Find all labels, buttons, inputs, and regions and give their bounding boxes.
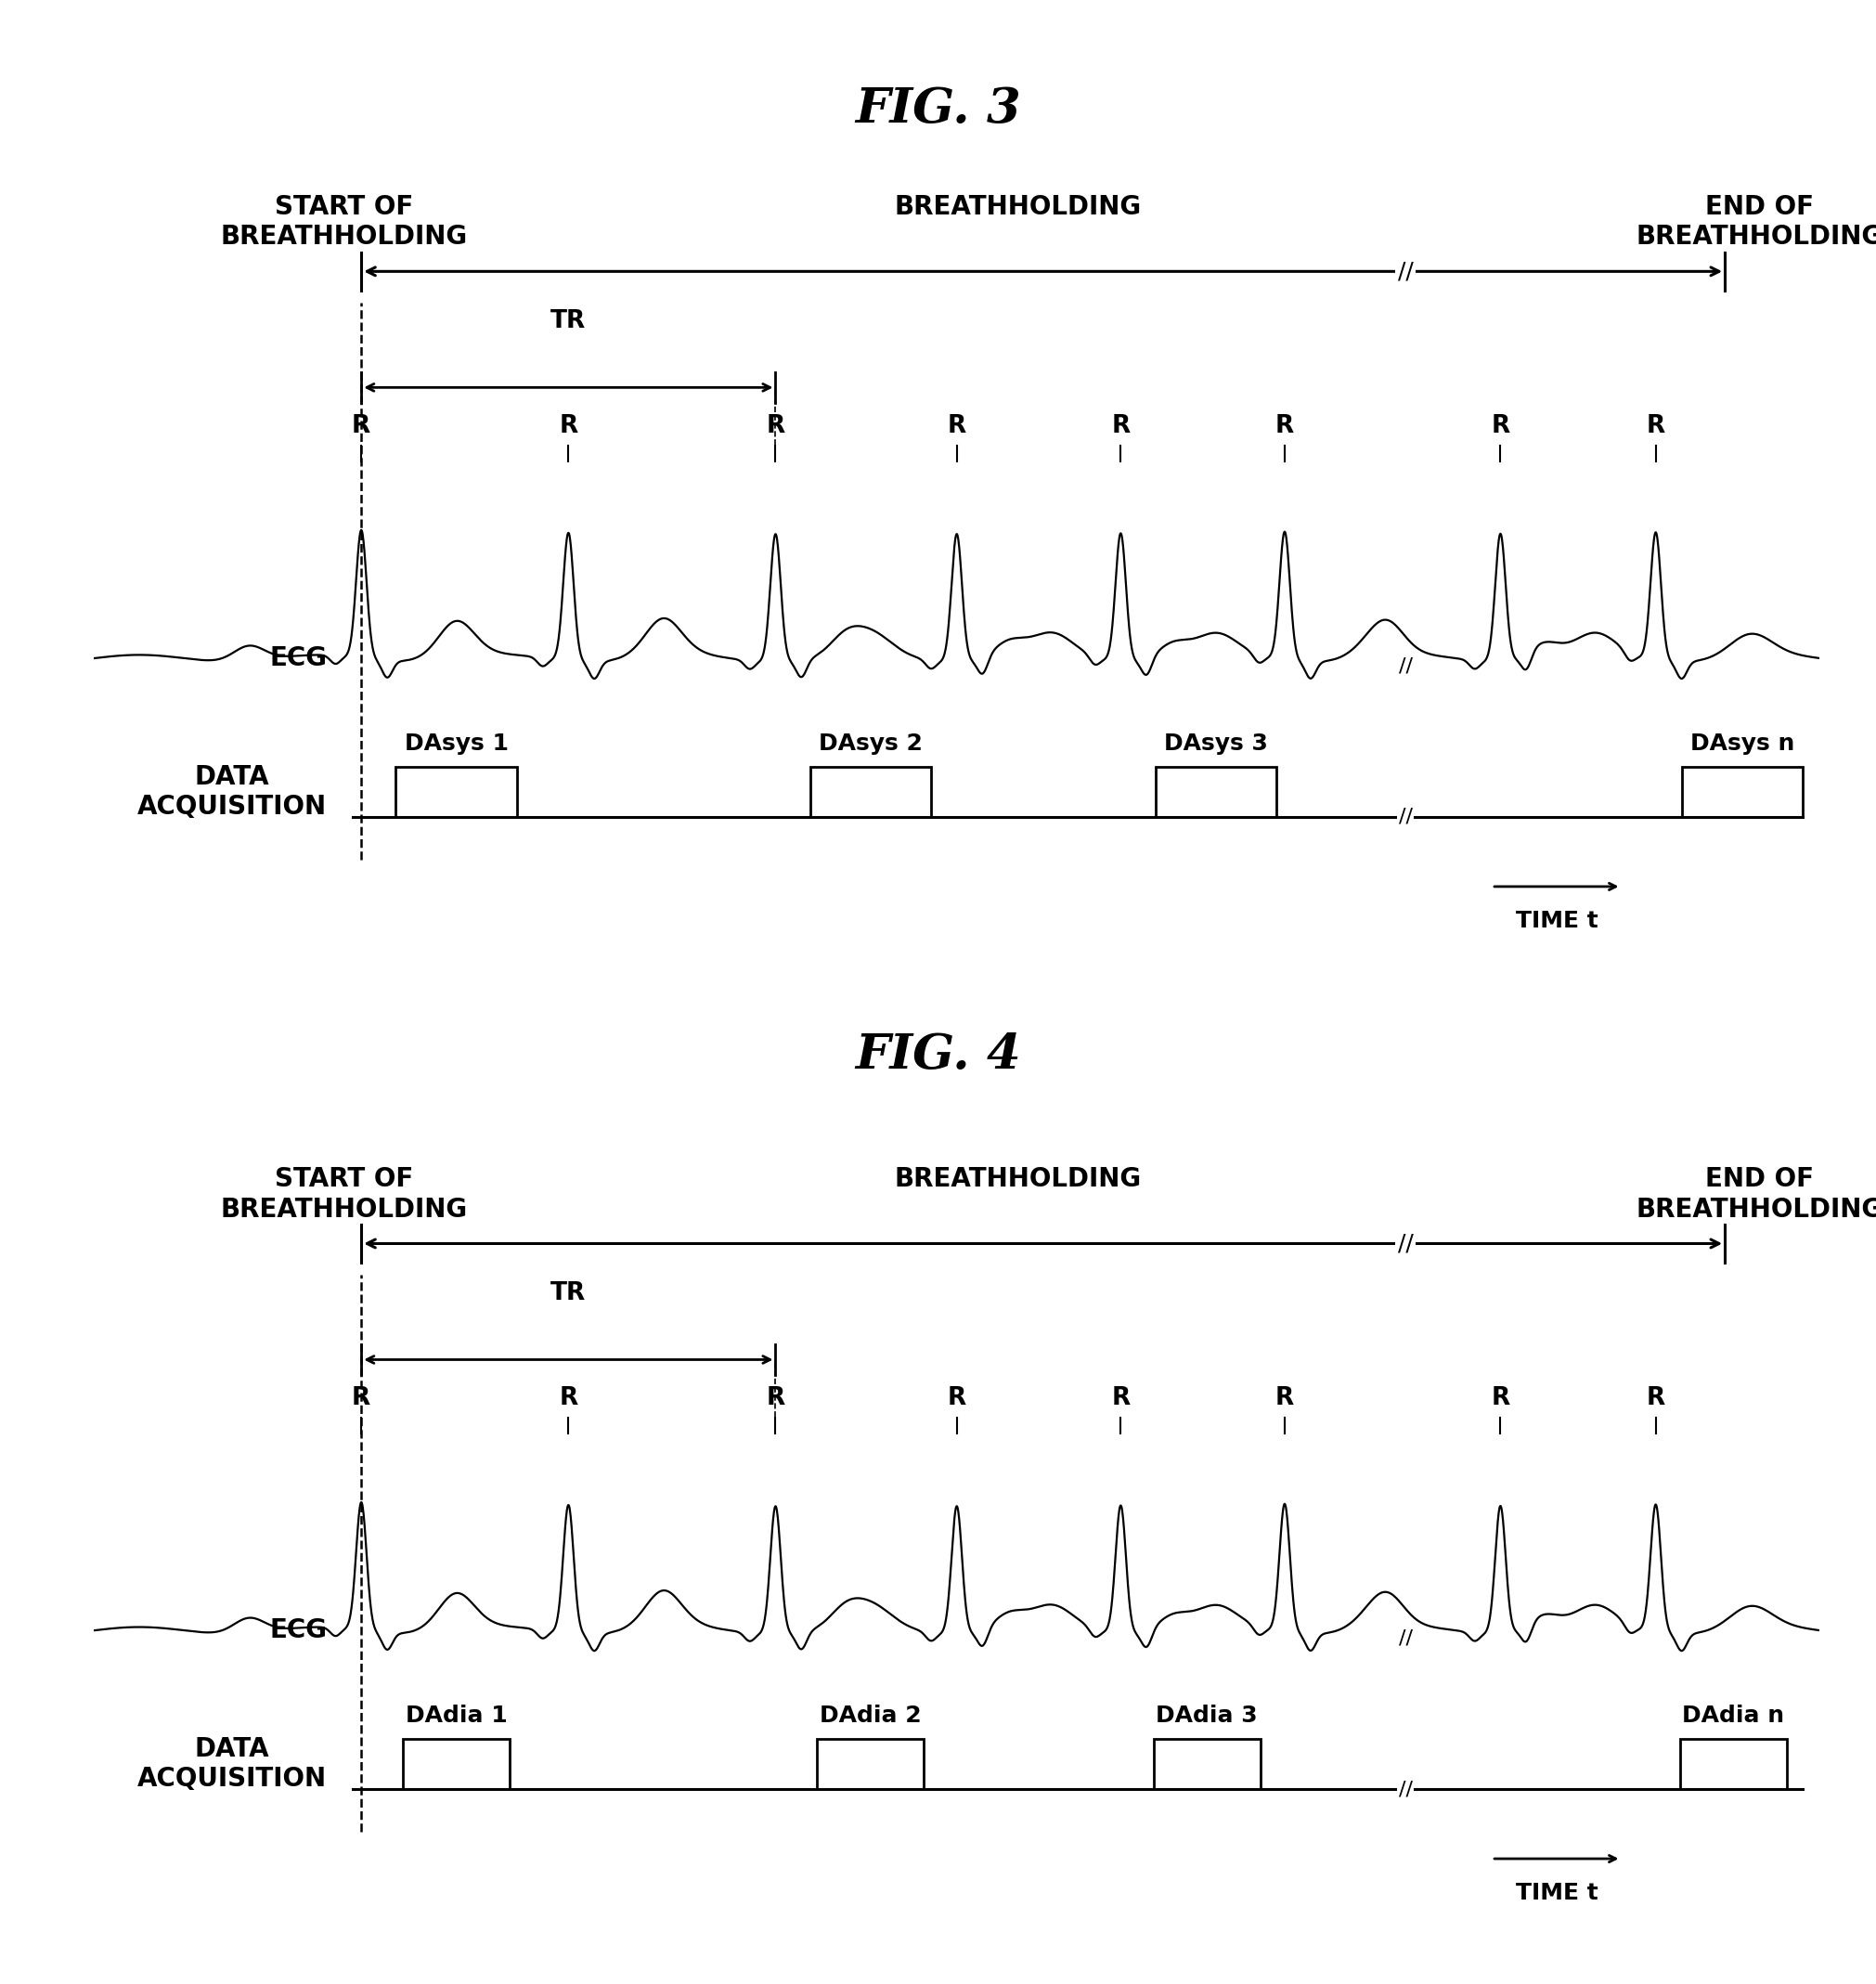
Text: DAsys 3: DAsys 3 — [1163, 732, 1268, 756]
Bar — [1681, 766, 1803, 817]
Text: DAdia 3: DAdia 3 — [1156, 1704, 1259, 1728]
Text: R: R — [559, 1385, 578, 1411]
Text: BREATHHOLDING: BREATHHOLDING — [895, 194, 1141, 220]
Bar — [403, 1738, 510, 1790]
Text: R: R — [1491, 1385, 1510, 1411]
Text: //: // — [1398, 260, 1413, 282]
Text: BREATHHOLDING: BREATHHOLDING — [895, 1167, 1141, 1192]
Text: R: R — [1276, 1385, 1294, 1411]
Text: DAsys 2: DAsys 2 — [818, 732, 923, 756]
Text: R: R — [765, 413, 784, 438]
Text: DAdia n: DAdia n — [1683, 1704, 1784, 1728]
Text: R: R — [765, 1385, 784, 1411]
Text: R: R — [947, 1385, 966, 1411]
Text: R: R — [559, 413, 578, 438]
Text: R: R — [353, 1385, 371, 1411]
Text: R: R — [947, 413, 966, 438]
Text: //: // — [1398, 1629, 1413, 1647]
Text: TIME t: TIME t — [1516, 1883, 1598, 1905]
Text: //: // — [1398, 807, 1413, 825]
Text: DATA
ACQUISITION: DATA ACQUISITION — [137, 1736, 326, 1792]
Text: START OF
BREATHHOLDING: START OF BREATHHOLDING — [221, 1167, 467, 1222]
Text: R: R — [1647, 1385, 1666, 1411]
Text: TIME t: TIME t — [1516, 911, 1598, 932]
Bar — [396, 766, 516, 817]
Text: R: R — [1491, 413, 1510, 438]
Text: END OF
BREATHHOLDING: END OF BREATHHOLDING — [1636, 1167, 1876, 1222]
Text: START OF
BREATHHOLDING: START OF BREATHHOLDING — [221, 194, 467, 250]
Text: TR: TR — [552, 310, 585, 333]
Bar — [1679, 1738, 1788, 1790]
Text: TR: TR — [552, 1282, 585, 1305]
Text: R: R — [1111, 1385, 1129, 1411]
Text: //: // — [1398, 657, 1413, 675]
Text: END OF
BREATHHOLDING: END OF BREATHHOLDING — [1636, 194, 1876, 250]
Text: DAsys 1: DAsys 1 — [403, 732, 508, 756]
Bar — [1154, 1738, 1261, 1790]
Text: DAsys n: DAsys n — [1690, 732, 1793, 756]
Text: R: R — [1111, 413, 1129, 438]
Text: ECG: ECG — [270, 1617, 326, 1643]
Text: DAdia 2: DAdia 2 — [820, 1704, 921, 1728]
Text: FIG. 4: FIG. 4 — [855, 1032, 1021, 1079]
Text: //: // — [1398, 1780, 1413, 1798]
Text: ECG: ECG — [270, 645, 326, 671]
Text: //: // — [1398, 1232, 1413, 1254]
Bar — [816, 1738, 925, 1790]
Text: R: R — [353, 413, 371, 438]
Text: FIG. 3: FIG. 3 — [855, 85, 1021, 133]
Text: R: R — [1276, 413, 1294, 438]
Text: DATA
ACQUISITION: DATA ACQUISITION — [137, 764, 326, 819]
Text: R: R — [1647, 413, 1666, 438]
Text: DAdia 1: DAdia 1 — [405, 1704, 507, 1728]
Bar — [810, 766, 930, 817]
Bar — [1156, 766, 1276, 817]
